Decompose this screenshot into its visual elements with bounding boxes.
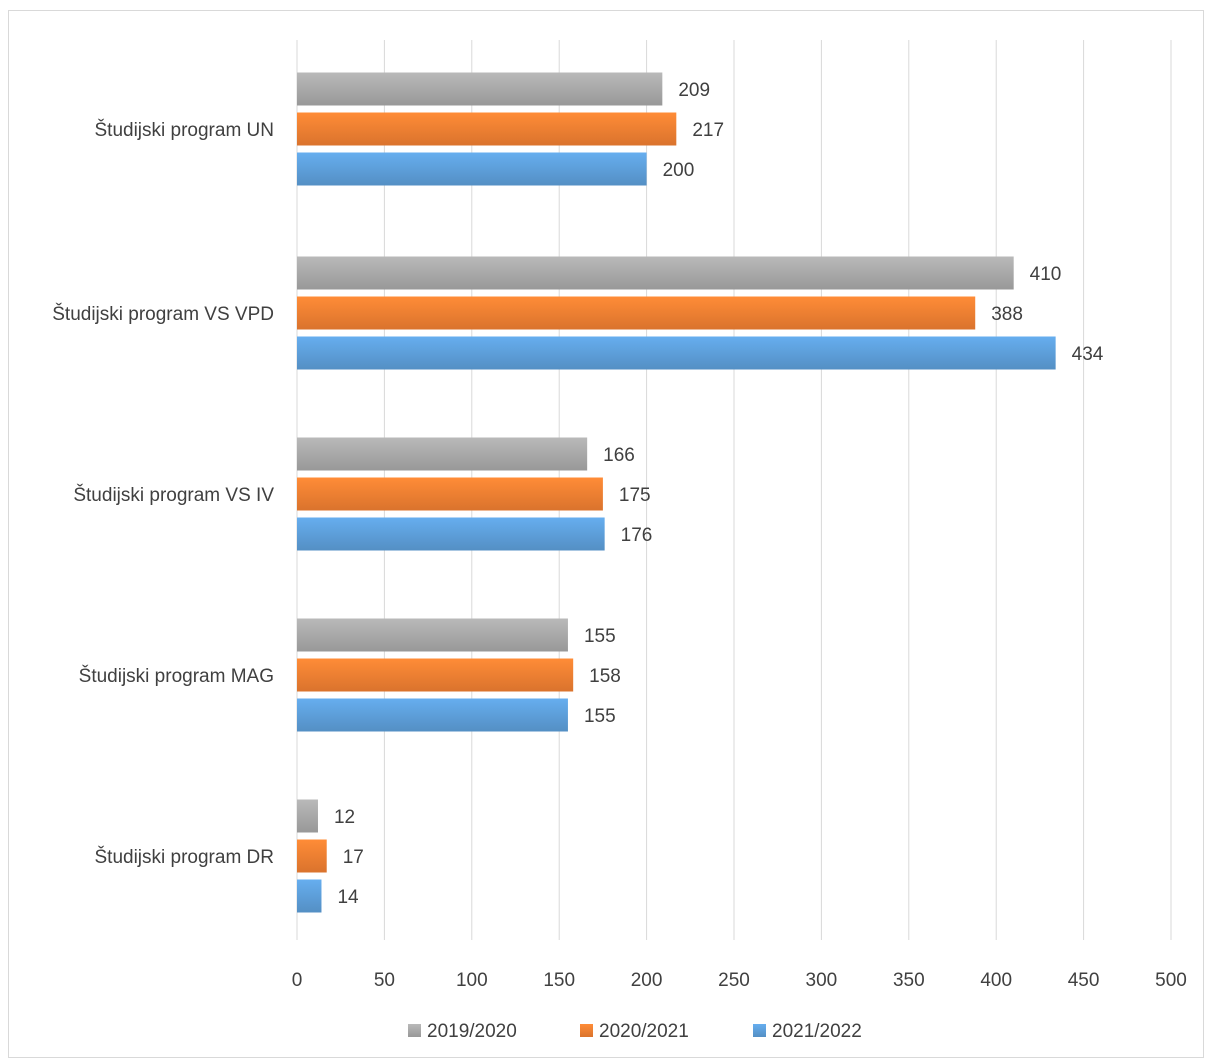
data-label: 217 [692,120,724,141]
x-tick-label: 500 [1155,970,1187,991]
x-tick-labels: 0 50 100 150 200 250 300 350 400 450 500 [292,970,1187,991]
category-label: Študijski program DR [95,846,275,868]
x-tick-label: 350 [893,970,925,991]
data-label: 176 [621,525,653,546]
data-label: 434 [1072,344,1104,365]
bar [297,437,588,471]
bar [297,336,1056,370]
bar [297,839,327,873]
data-label: 155 [584,706,616,727]
bar [297,517,605,551]
bar [297,799,318,833]
data-label: 12 [334,807,355,828]
x-tick-label: 150 [543,970,575,991]
data-label: 166 [603,445,635,466]
legend-swatch [580,1024,593,1037]
bar [297,152,647,186]
x-tick-label: 50 [374,970,395,991]
category-label: Študijski program VS VPD [52,303,274,325]
x-tick-label: 400 [980,970,1012,991]
legend-label: 2021/2022 [772,1021,862,1042]
data-label: 388 [991,304,1023,325]
data-label: 410 [1030,264,1062,285]
bar [297,112,677,146]
data-label: 175 [619,485,651,506]
bar [297,698,568,732]
category-labels: Študijski program UN Študijski program VS… [52,119,274,868]
bar [297,477,603,511]
legend-swatch [408,1024,421,1037]
x-tick-label: 450 [1068,970,1100,991]
gridlines [296,40,1172,940]
bar [297,618,568,652]
category-label: Študijski program VS IV [73,484,274,506]
data-label: 17 [343,847,364,868]
bar [297,296,976,330]
x-tick-label: 300 [806,970,838,991]
bar [297,879,322,913]
data-labels: 209 217 200 410 388 434 166 175 176 155 158 155 12 17… [334,80,1104,908]
bars [297,72,1056,913]
data-label: 200 [663,160,695,181]
legend: 2019/2020 2020/2021 2021/2022 [408,1021,862,1042]
bar [297,658,574,692]
x-tick-label: 200 [631,970,663,991]
data-label: 209 [678,80,710,101]
x-tick-label: 250 [718,970,750,991]
x-tick-label: 100 [456,970,488,991]
data-label: 155 [584,626,616,647]
bar [297,256,1014,290]
data-label: 158 [589,666,621,687]
legend-label: 2019/2020 [427,1021,517,1042]
legend-swatch [753,1024,766,1037]
bar [297,72,663,106]
data-label: 14 [337,887,359,908]
category-label: Študijski program MAG [79,665,274,687]
x-tick-label: 0 [292,970,303,991]
category-label: Študijski program UN [95,119,275,141]
legend-label: 2020/2021 [599,1021,689,1042]
